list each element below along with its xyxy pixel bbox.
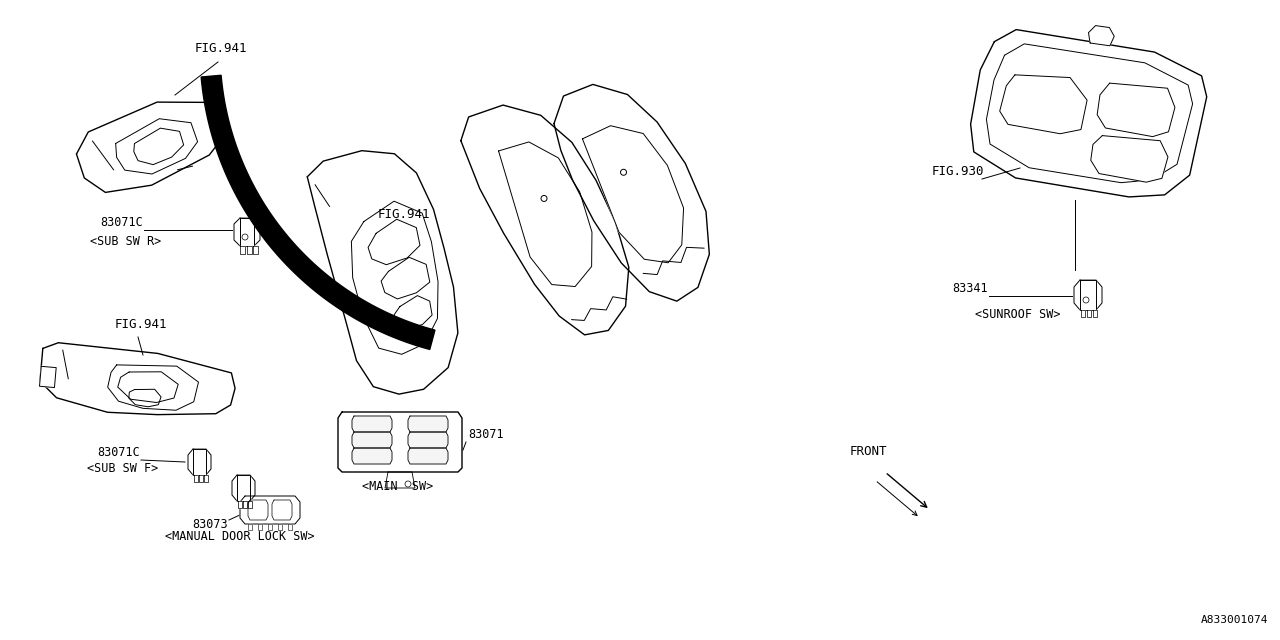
Text: 83071C: 83071C bbox=[100, 216, 143, 229]
Text: <MAIN  SW>: <MAIN SW> bbox=[362, 480, 433, 493]
Polygon shape bbox=[201, 76, 435, 349]
Text: <SUNROOF SW>: <SUNROOF SW> bbox=[975, 308, 1061, 321]
Polygon shape bbox=[408, 416, 448, 432]
Polygon shape bbox=[352, 448, 392, 464]
Polygon shape bbox=[241, 246, 244, 254]
Polygon shape bbox=[241, 218, 253, 246]
Polygon shape bbox=[188, 449, 211, 475]
Polygon shape bbox=[259, 524, 262, 530]
Polygon shape bbox=[385, 472, 415, 488]
Text: 83341: 83341 bbox=[952, 282, 988, 295]
Polygon shape bbox=[352, 432, 392, 448]
Text: 83071C: 83071C bbox=[97, 446, 140, 459]
Polygon shape bbox=[232, 475, 255, 501]
Polygon shape bbox=[40, 343, 236, 415]
Polygon shape bbox=[1093, 310, 1097, 317]
Polygon shape bbox=[1074, 280, 1102, 310]
Polygon shape bbox=[987, 44, 1193, 182]
Text: FIG.941: FIG.941 bbox=[378, 208, 430, 221]
Polygon shape bbox=[278, 524, 282, 530]
Polygon shape bbox=[1088, 26, 1114, 46]
Polygon shape bbox=[352, 201, 438, 355]
Polygon shape bbox=[195, 475, 198, 482]
Polygon shape bbox=[288, 524, 292, 530]
Text: <SUB SW F>: <SUB SW F> bbox=[87, 462, 159, 475]
Polygon shape bbox=[243, 501, 247, 508]
Polygon shape bbox=[237, 475, 250, 501]
Polygon shape bbox=[554, 84, 709, 301]
Polygon shape bbox=[268, 524, 273, 530]
Polygon shape bbox=[129, 389, 161, 407]
Polygon shape bbox=[234, 218, 260, 246]
Polygon shape bbox=[115, 119, 197, 174]
Polygon shape bbox=[461, 105, 628, 335]
Polygon shape bbox=[204, 475, 209, 482]
Polygon shape bbox=[352, 416, 392, 432]
Polygon shape bbox=[248, 500, 268, 520]
Polygon shape bbox=[1080, 280, 1096, 310]
Text: A833001074: A833001074 bbox=[1201, 615, 1268, 625]
Polygon shape bbox=[381, 257, 430, 299]
Polygon shape bbox=[273, 500, 292, 520]
Polygon shape bbox=[307, 150, 458, 394]
Polygon shape bbox=[369, 220, 420, 265]
Polygon shape bbox=[338, 412, 462, 472]
Polygon shape bbox=[238, 501, 242, 508]
Polygon shape bbox=[253, 246, 259, 254]
Text: 83073: 83073 bbox=[192, 518, 228, 531]
Polygon shape bbox=[118, 372, 178, 403]
Polygon shape bbox=[248, 501, 252, 508]
Text: <MANUAL DOOR LOCK SW>: <MANUAL DOOR LOCK SW> bbox=[165, 530, 315, 543]
Polygon shape bbox=[108, 365, 198, 410]
Polygon shape bbox=[1097, 83, 1175, 136]
Polygon shape bbox=[247, 246, 252, 254]
Polygon shape bbox=[77, 102, 228, 193]
Polygon shape bbox=[134, 128, 183, 164]
Text: FIG.941: FIG.941 bbox=[195, 42, 247, 55]
Polygon shape bbox=[198, 475, 204, 482]
Polygon shape bbox=[582, 125, 684, 263]
Text: FRONT: FRONT bbox=[850, 445, 887, 458]
Text: 83071: 83071 bbox=[468, 428, 503, 441]
Polygon shape bbox=[394, 296, 433, 329]
Polygon shape bbox=[408, 432, 448, 448]
Polygon shape bbox=[970, 29, 1207, 197]
Polygon shape bbox=[1082, 310, 1085, 317]
Polygon shape bbox=[248, 524, 252, 530]
Polygon shape bbox=[1091, 136, 1167, 182]
Polygon shape bbox=[498, 142, 591, 287]
Text: FIG.941: FIG.941 bbox=[115, 318, 168, 331]
Text: FIG.930: FIG.930 bbox=[932, 165, 984, 178]
Polygon shape bbox=[241, 496, 300, 524]
Polygon shape bbox=[408, 448, 448, 464]
Text: <SUB SW R>: <SUB SW R> bbox=[90, 235, 161, 248]
Polygon shape bbox=[40, 366, 56, 388]
Polygon shape bbox=[193, 449, 206, 475]
Polygon shape bbox=[1087, 310, 1091, 317]
Polygon shape bbox=[1000, 75, 1087, 134]
